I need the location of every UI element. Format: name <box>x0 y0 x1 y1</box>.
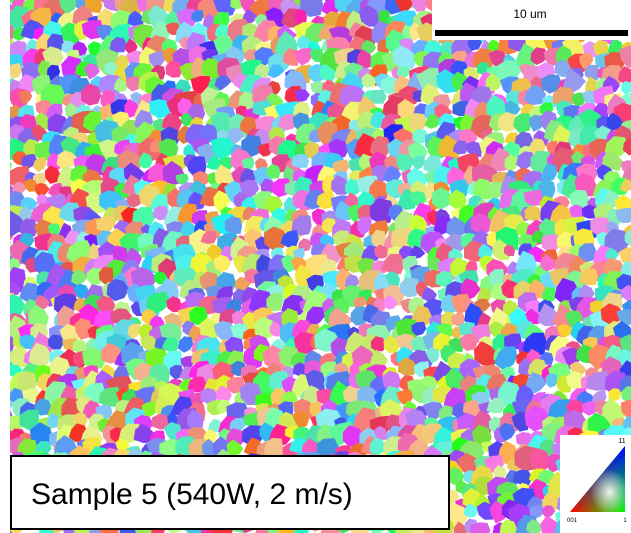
scale-bar-line <box>435 30 628 36</box>
grain <box>0 439 8 452</box>
grain <box>0 205 10 228</box>
scale-bar: 10 um <box>432 0 631 40</box>
caption: Sample 5 (540W, 2 m/s) <box>31 478 353 511</box>
grain <box>0 402 11 419</box>
grain <box>0 314 7 328</box>
grain <box>412 0 428 12</box>
grain <box>0 7 10 26</box>
grain <box>0 89 10 108</box>
caption-box: Sample 5 (540W, 2 m/s) <box>11 456 449 529</box>
scale-bar-label: 10 um <box>513 7 546 21</box>
grain <box>0 373 10 393</box>
grain <box>0 475 12 495</box>
grain <box>621 81 631 95</box>
ebsd-figure: 10 um 11 001 1 Sample 5 (540W, 2 m/s) <box>0 0 631 533</box>
grain <box>126 77 140 92</box>
grain <box>0 63 10 77</box>
grain <box>7 63 22 78</box>
grain <box>0 287 11 304</box>
page: 10 um 11 001 1 Sample 5 (540W, 2 m/s) ((… <box>0 0 631 533</box>
grain <box>0 165 10 190</box>
ipf-legend: 11 001 1 <box>560 435 631 533</box>
legend-label: 11 <box>618 438 625 445</box>
grain <box>73 340 87 354</box>
grain <box>0 236 11 251</box>
grain <box>0 453 10 476</box>
legend-label: 001 <box>567 518 578 524</box>
grain <box>0 336 15 353</box>
grain-map <box>0 0 631 533</box>
grain <box>0 159 12 171</box>
